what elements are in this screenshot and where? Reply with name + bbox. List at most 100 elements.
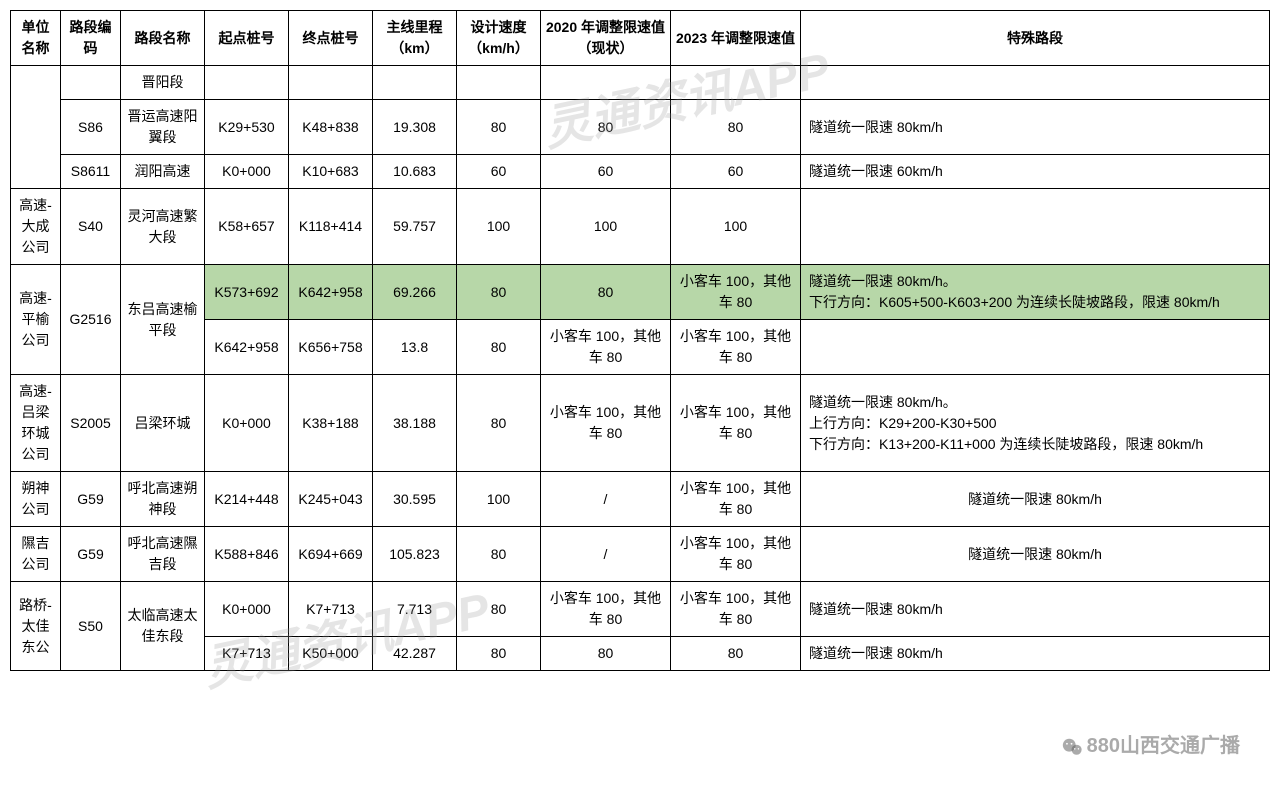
cell-unit: 路桥-太佳东公 <box>11 582 61 671</box>
cell-name: 吕梁环城 <box>121 375 205 472</box>
cell-v2023: 小客车 100，其他车 80 <box>671 527 801 582</box>
cell-special: 隧道统一限速 80km/h <box>801 472 1270 527</box>
cell-special: 隧道统一限速 80km/h <box>801 637 1270 671</box>
cell-speed: 80 <box>457 320 541 375</box>
cell-speed: 100 <box>457 472 541 527</box>
cell-code: G59 <box>61 527 121 582</box>
cell-special <box>801 66 1270 100</box>
col-header-5: 主线里程（km） <box>373 11 457 66</box>
cell-v2020: 80 <box>541 100 671 155</box>
cell-start: K214+448 <box>205 472 289 527</box>
cell-start: K0+000 <box>205 375 289 472</box>
table-row: 高速-平榆公司G2516东吕高速榆平段K573+692K642+95869.26… <box>11 265 1270 320</box>
cell-v2023: 小客车 100，其他车 80 <box>671 472 801 527</box>
cell-v2020: / <box>541 472 671 527</box>
cell-special: 隧道统一限速 80km/h。下行方向：K605+500-K603+200 为连续… <box>801 265 1270 320</box>
col-header-0: 单位名称 <box>11 11 61 66</box>
cell-start: K58+657 <box>205 189 289 265</box>
cell-unit: 高速-大成公司 <box>11 189 61 265</box>
cell-code: S8611 <box>61 155 121 189</box>
cell-code: G59 <box>61 472 121 527</box>
cell-v2023: 80 <box>671 637 801 671</box>
cell-name: 呼北高速隰吉段 <box>121 527 205 582</box>
cell-end: K118+414 <box>289 189 373 265</box>
cell-end: K7+713 <box>289 582 373 637</box>
cell-len: 42.287 <box>373 637 457 671</box>
cell-start: K29+530 <box>205 100 289 155</box>
cell-speed <box>457 66 541 100</box>
cell-end: K48+838 <box>289 100 373 155</box>
cell-v2020: 80 <box>541 265 671 320</box>
cell-v2023: 100 <box>671 189 801 265</box>
cell-end: K50+000 <box>289 637 373 671</box>
cell-code: G2516 <box>61 265 121 375</box>
cell-end <box>289 66 373 100</box>
cell-len: 69.266 <box>373 265 457 320</box>
cell-v2023: 小客车 100，其他车 80 <box>671 320 801 375</box>
cell-end: K245+043 <box>289 472 373 527</box>
cell-v2020: / <box>541 527 671 582</box>
cell-name: 晋阳段 <box>121 66 205 100</box>
cell-name: 东吕高速榆平段 <box>121 265 205 375</box>
cell-start: K0+000 <box>205 582 289 637</box>
table-row: S8611润阳高速K0+000K10+68310.683606060隧道统一限速… <box>11 155 1270 189</box>
col-header-7: 2020 年调整限速值（现状） <box>541 11 671 66</box>
cell-speed: 80 <box>457 527 541 582</box>
cell-end: K642+958 <box>289 265 373 320</box>
cell-start <box>205 66 289 100</box>
cell-special: 隧道统一限速 80km/h <box>801 100 1270 155</box>
cell-unit: 朔神公司 <box>11 472 61 527</box>
cell-v2020: 80 <box>541 637 671 671</box>
cell-speed: 100 <box>457 189 541 265</box>
cell-start: K0+000 <box>205 155 289 189</box>
cell-len: 7.713 <box>373 582 457 637</box>
table-row: 隰吉公司G59呼北高速隰吉段K588+846K694+669105.82380/… <box>11 527 1270 582</box>
cell-special <box>801 320 1270 375</box>
source-text: 880山西交通广播 <box>1087 735 1240 757</box>
cell-code: S50 <box>61 582 121 671</box>
cell-len: 105.823 <box>373 527 457 582</box>
cell-len: 19.308 <box>373 100 457 155</box>
cell-speed: 80 <box>457 375 541 472</box>
cell-v2020: 小客车 100，其他车 80 <box>541 375 671 472</box>
cell-v2020: 100 <box>541 189 671 265</box>
cell-unit: 高速-平榆公司 <box>11 265 61 375</box>
cell-code: S40 <box>61 189 121 265</box>
table-row: 朔神公司G59呼北高速朔神段K214+448K245+04330.595100/… <box>11 472 1270 527</box>
cell-special <box>801 189 1270 265</box>
col-header-2: 路段名称 <box>121 11 205 66</box>
cell-v2023: 小客车 100，其他车 80 <box>671 375 801 472</box>
cell-end: K10+683 <box>289 155 373 189</box>
table-row: 高速-大成公司S40灵河高速繁大段K58+657K118+41459.75710… <box>11 189 1270 265</box>
col-header-9: 特殊路段 <box>801 11 1270 66</box>
cell-end: K694+669 <box>289 527 373 582</box>
cell-code: S86 <box>61 100 121 155</box>
source-attribution: 880山西交通广播 <box>1061 729 1240 758</box>
speed-limit-table: 单位名称路段编码路段名称起点桩号终点桩号主线里程（km）设计速度（km/h）20… <box>10 10 1270 671</box>
cell-speed: 60 <box>457 155 541 189</box>
cell-v2020: 小客车 100，其他车 80 <box>541 320 671 375</box>
page-container: 灵通资讯APP 灵通资讯APP 880山西交通广播 单位名称路段编码路段名称起点… <box>0 0 1280 798</box>
cell-start: K642+958 <box>205 320 289 375</box>
cell-v2020 <box>541 66 671 100</box>
cell-len: 59.757 <box>373 189 457 265</box>
cell-end: K656+758 <box>289 320 373 375</box>
cell-name: 润阳高速 <box>121 155 205 189</box>
cell-unit: 隰吉公司 <box>11 527 61 582</box>
col-header-6: 设计速度（km/h） <box>457 11 541 66</box>
col-header-4: 终点桩号 <box>289 11 373 66</box>
cell-v2020: 60 <box>541 155 671 189</box>
cell-special: 隧道统一限速 80km/h <box>801 582 1270 637</box>
cell-v2020: 小客车 100，其他车 80 <box>541 582 671 637</box>
table-row: 晋阳段 <box>11 66 1270 100</box>
cell-end: K38+188 <box>289 375 373 472</box>
cell-speed: 80 <box>457 637 541 671</box>
cell-len: 10.683 <box>373 155 457 189</box>
cell-len: 38.188 <box>373 375 457 472</box>
cell-speed: 80 <box>457 100 541 155</box>
cell-name: 晋运高速阳翼段 <box>121 100 205 155</box>
table-row: 高速-吕梁环城公司S2005吕梁环城K0+000K38+18838.18880小… <box>11 375 1270 472</box>
cell-start: K7+713 <box>205 637 289 671</box>
cell-v2023 <box>671 66 801 100</box>
cell-special: 隧道统一限速 60km/h <box>801 155 1270 189</box>
